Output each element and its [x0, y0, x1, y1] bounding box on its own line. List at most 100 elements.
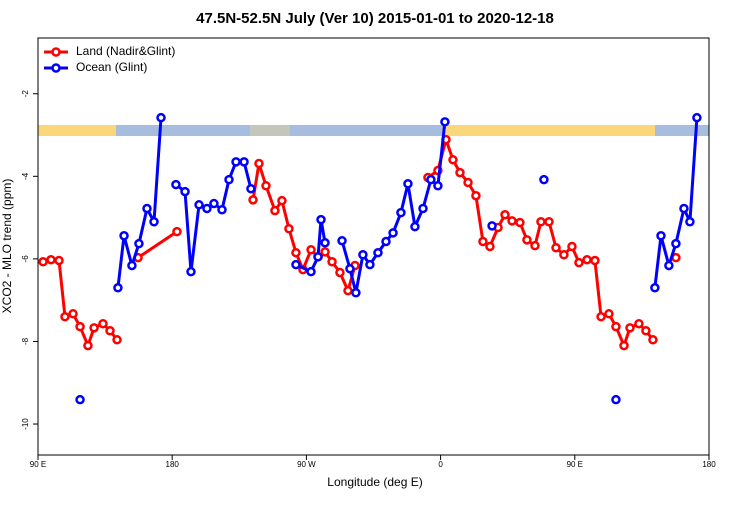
x-axis-label: Longitude (deg E)	[327, 475, 422, 489]
data-point	[202, 203, 212, 214]
data-point	[327, 257, 337, 267]
data-point	[156, 112, 166, 123]
y-tick-label: -4	[21, 172, 30, 180]
data-point	[224, 174, 234, 185]
data-point	[396, 207, 406, 218]
data-point	[306, 245, 316, 255]
data-point	[291, 259, 301, 270]
data-point	[478, 236, 488, 247]
data-point	[231, 157, 241, 167]
data-point	[149, 216, 159, 227]
data-point	[134, 238, 144, 249]
data-point	[54, 255, 64, 266]
data-point	[463, 177, 473, 188]
land-strip	[445, 125, 655, 136]
data-point	[217, 205, 227, 215]
data-point	[418, 203, 428, 214]
data-point	[38, 257, 48, 267]
data-point	[105, 325, 115, 336]
data-point	[426, 174, 436, 185]
y-tick-label: -10	[21, 418, 30, 430]
legend-marker	[51, 63, 61, 73]
land-strip	[38, 125, 116, 136]
data-point	[171, 179, 181, 190]
data-point	[112, 335, 122, 345]
data-point	[515, 217, 525, 228]
data-point	[403, 178, 413, 189]
data-point	[358, 250, 368, 260]
data-point	[604, 309, 614, 319]
x-tick-label: 90 E	[567, 460, 583, 469]
data-point	[685, 216, 695, 227]
data-point	[75, 394, 85, 405]
data-point	[119, 231, 129, 241]
data-point	[455, 167, 465, 178]
data-point	[559, 250, 569, 260]
data-point	[650, 283, 660, 293]
data-point	[641, 325, 651, 336]
data-point	[46, 254, 56, 265]
data-point	[75, 321, 85, 332]
data-point	[316, 214, 326, 225]
surface-strip	[38, 125, 709, 136]
legend-label: Ocean (Glint)	[76, 60, 147, 74]
data-point	[536, 216, 546, 227]
land-strip	[250, 125, 290, 136]
data-point	[611, 394, 621, 405]
data-point	[539, 174, 549, 185]
data-point	[209, 198, 219, 209]
data-point	[261, 181, 271, 191]
data-point	[194, 200, 204, 210]
data-point	[306, 266, 316, 277]
data-point	[664, 260, 674, 271]
data-point	[551, 242, 561, 253]
data-point	[619, 340, 629, 351]
data-point	[270, 205, 280, 216]
data-point	[634, 318, 644, 329]
data-point	[656, 231, 666, 241]
data-point	[625, 323, 635, 333]
data-point	[68, 309, 78, 319]
data-point	[692, 112, 702, 123]
data-point	[254, 158, 264, 169]
data-point	[98, 318, 108, 329]
data-point	[433, 181, 443, 191]
data-point	[60, 311, 70, 322]
y-tick-label: -8	[21, 337, 30, 345]
plot-frame	[37, 37, 710, 456]
data-point	[89, 323, 99, 333]
data-point	[277, 195, 287, 206]
data-point	[246, 183, 256, 194]
legend-label: Land (Nadir&Glint)	[76, 44, 175, 58]
data-point	[351, 287, 361, 298]
data-point	[335, 267, 345, 278]
x-tick-label: 0	[438, 460, 443, 469]
data-point	[590, 255, 600, 266]
data-point	[337, 235, 347, 246]
data-point	[522, 235, 532, 245]
data-point	[471, 190, 481, 201]
data-point	[172, 226, 182, 237]
data-point	[500, 209, 510, 220]
chart-title: 47.5N-52.5N July (Ver 10) 2015-01-01 to …	[196, 10, 554, 27]
data-point	[142, 203, 152, 214]
data-point	[530, 240, 540, 251]
data-point	[291, 247, 301, 258]
x-tick-label: 90 W	[297, 460, 316, 469]
data-point	[440, 117, 450, 127]
data-point	[320, 238, 330, 248]
data-point	[671, 238, 681, 249]
legend-marker	[51, 47, 61, 57]
data-point	[648, 335, 658, 345]
data-point	[345, 264, 355, 274]
data-point	[582, 254, 592, 265]
data-point	[180, 186, 190, 197]
data-point	[679, 203, 689, 214]
data-point	[388, 228, 398, 238]
x-tick-label: 90 E	[30, 460, 46, 469]
data-point	[596, 311, 606, 322]
data-point	[284, 223, 294, 234]
ocean-strip	[38, 125, 709, 136]
y-tick-label: -2	[21, 90, 30, 98]
